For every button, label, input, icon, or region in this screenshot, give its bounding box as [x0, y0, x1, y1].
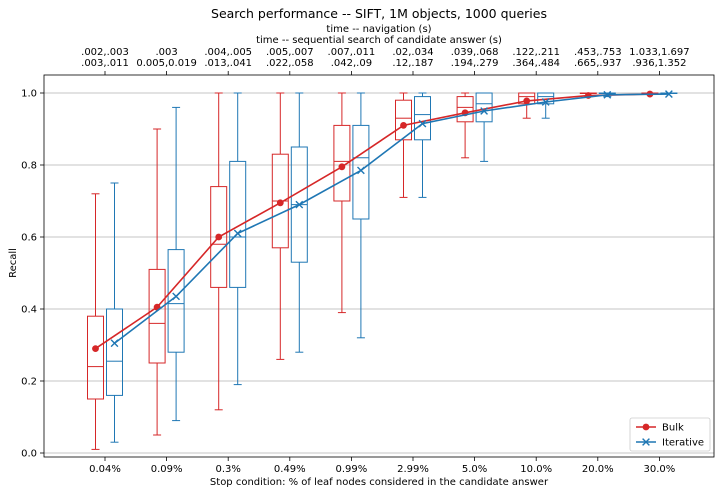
legend-label-bulk: Bulk — [662, 423, 684, 434]
top-tick-label-navigation: .004,.005 — [204, 47, 252, 58]
plot-frame — [43, 74, 715, 458]
top-tick-label-navigation: .003 — [155, 47, 177, 58]
mean-point-bulk — [276, 199, 284, 207]
top-tick-label-navigation: .005,.007 — [266, 47, 314, 58]
grid-lines — [44, 92, 714, 454]
box-iqr — [414, 96, 431, 141]
mean-point-iterative — [172, 292, 180, 301]
top-tick-label-sequential: 0.005,0.019 — [136, 58, 196, 69]
mean-point-iterative — [295, 200, 304, 209]
y-tick-label: 0.2 — [21, 377, 37, 388]
box-iqr — [210, 186, 228, 288]
axes: 0.0 0.2 0.4 0.6 0.8 1.0 0.04% .002,.003.003,.01… — [21, 47, 690, 475]
x-tick-label: 30.0% — [644, 464, 676, 475]
box-iqr — [229, 160, 247, 288]
top-tick-label-navigation: .002,.003 — [81, 47, 129, 58]
mean-point-bulk — [92, 345, 99, 352]
top-tick-label-sequential: .194,.279 — [451, 58, 499, 69]
box-iqr — [456, 96, 474, 123]
y-tick-label: 0.8 — [21, 161, 37, 172]
x-tick-label: 0.3% — [215, 464, 240, 475]
x-tick-label: 20.0% — [582, 464, 614, 475]
top-axis-title-navigation: time -- navigation (s) — [326, 24, 431, 35]
x-tick-label: 5.0% — [462, 464, 487, 475]
top-tick-label-navigation: .453,.753 — [574, 47, 622, 58]
mean-lines — [92, 90, 673, 352]
top-tick-label-sequential: .042,.09 — [331, 58, 372, 69]
box-iqr — [87, 315, 104, 400]
box-iqr — [333, 124, 351, 202]
x-tick-label: 0.09% — [151, 464, 183, 475]
mean-point-iterative — [233, 229, 242, 238]
y-axis-label: Recall — [8, 248, 19, 278]
y-tick-label: 0.6 — [21, 233, 37, 244]
x-tick-label: 0.04% — [89, 464, 121, 475]
top-tick-label-navigation: .007,.011 — [328, 47, 376, 58]
box-iqr — [167, 249, 185, 353]
mean-point-iterative — [541, 98, 550, 106]
mean-point-bulk — [338, 163, 346, 171]
box-iqr — [148, 268, 166, 364]
mean-line-iterative — [114, 93, 669, 344]
box-iqr — [352, 124, 370, 220]
mean-line-bulk — [95, 93, 650, 350]
mean-point-bulk — [523, 97, 531, 105]
boxplot-series-bulk — [87, 92, 659, 450]
mean-point-iterative — [110, 339, 119, 348]
top-tick-label-navigation: .039,.068 — [451, 47, 499, 58]
mean-point-iterative — [480, 107, 488, 115]
boxplot-series-iterative — [106, 92, 678, 443]
top-tick-label-sequential: .022,.058 — [266, 58, 314, 69]
x-tick-label: 0.49% — [274, 464, 306, 475]
y-tick-label: 0.0 — [21, 449, 37, 460]
top-tick-label-sequential: .013,.041 — [204, 58, 252, 69]
mean-point-iterative — [665, 90, 673, 98]
top-tick-label-navigation: .122,.211 — [512, 47, 560, 58]
top-axis-title-sequential: time -- sequential search of candidate a… — [256, 35, 502, 46]
x-tick-label: 2.99% — [397, 464, 429, 475]
mean-point-iterative — [357, 166, 365, 175]
top-tick-label-sequential: .665,.937 — [574, 58, 622, 69]
box-iqr — [106, 308, 123, 396]
legend: Bulk Iterative — [629, 417, 711, 452]
top-tick-label-navigation: 1.033,1.697 — [629, 47, 689, 58]
mean-point-iterative — [603, 90, 612, 99]
mean-point-bulk — [215, 233, 223, 241]
x-tick-label: 10.0% — [520, 464, 552, 475]
y-tick-label: 1.0 — [21, 89, 37, 100]
legend-label-iterative: Iterative — [662, 438, 704, 449]
top-tick-label-sequential: .003,.011 — [81, 58, 129, 69]
chart-title: Search performance -- SIFT, 1M objects, … — [211, 6, 547, 21]
y-tick-label: 0.4 — [21, 305, 37, 316]
legend-marker-bulk — [642, 423, 650, 431]
legend-marker-iterative — [642, 438, 650, 446]
mean-point-bulk — [400, 122, 407, 129]
mean-point-iterative — [418, 119, 427, 128]
top-tick-label-sequential: .12,.187 — [392, 58, 433, 69]
boxplots — [87, 92, 678, 450]
box-iqr — [395, 99, 412, 141]
top-tick-label-sequential: .364,.484 — [512, 58, 560, 69]
x-tick-label: 0.99% — [336, 464, 368, 475]
x-axis-label: Stop condition: % of leaf nodes consider… — [210, 477, 549, 488]
top-tick-label-sequential: .936,1.352 — [632, 58, 686, 69]
top-tick-label-navigation: .02,.034 — [392, 47, 433, 58]
